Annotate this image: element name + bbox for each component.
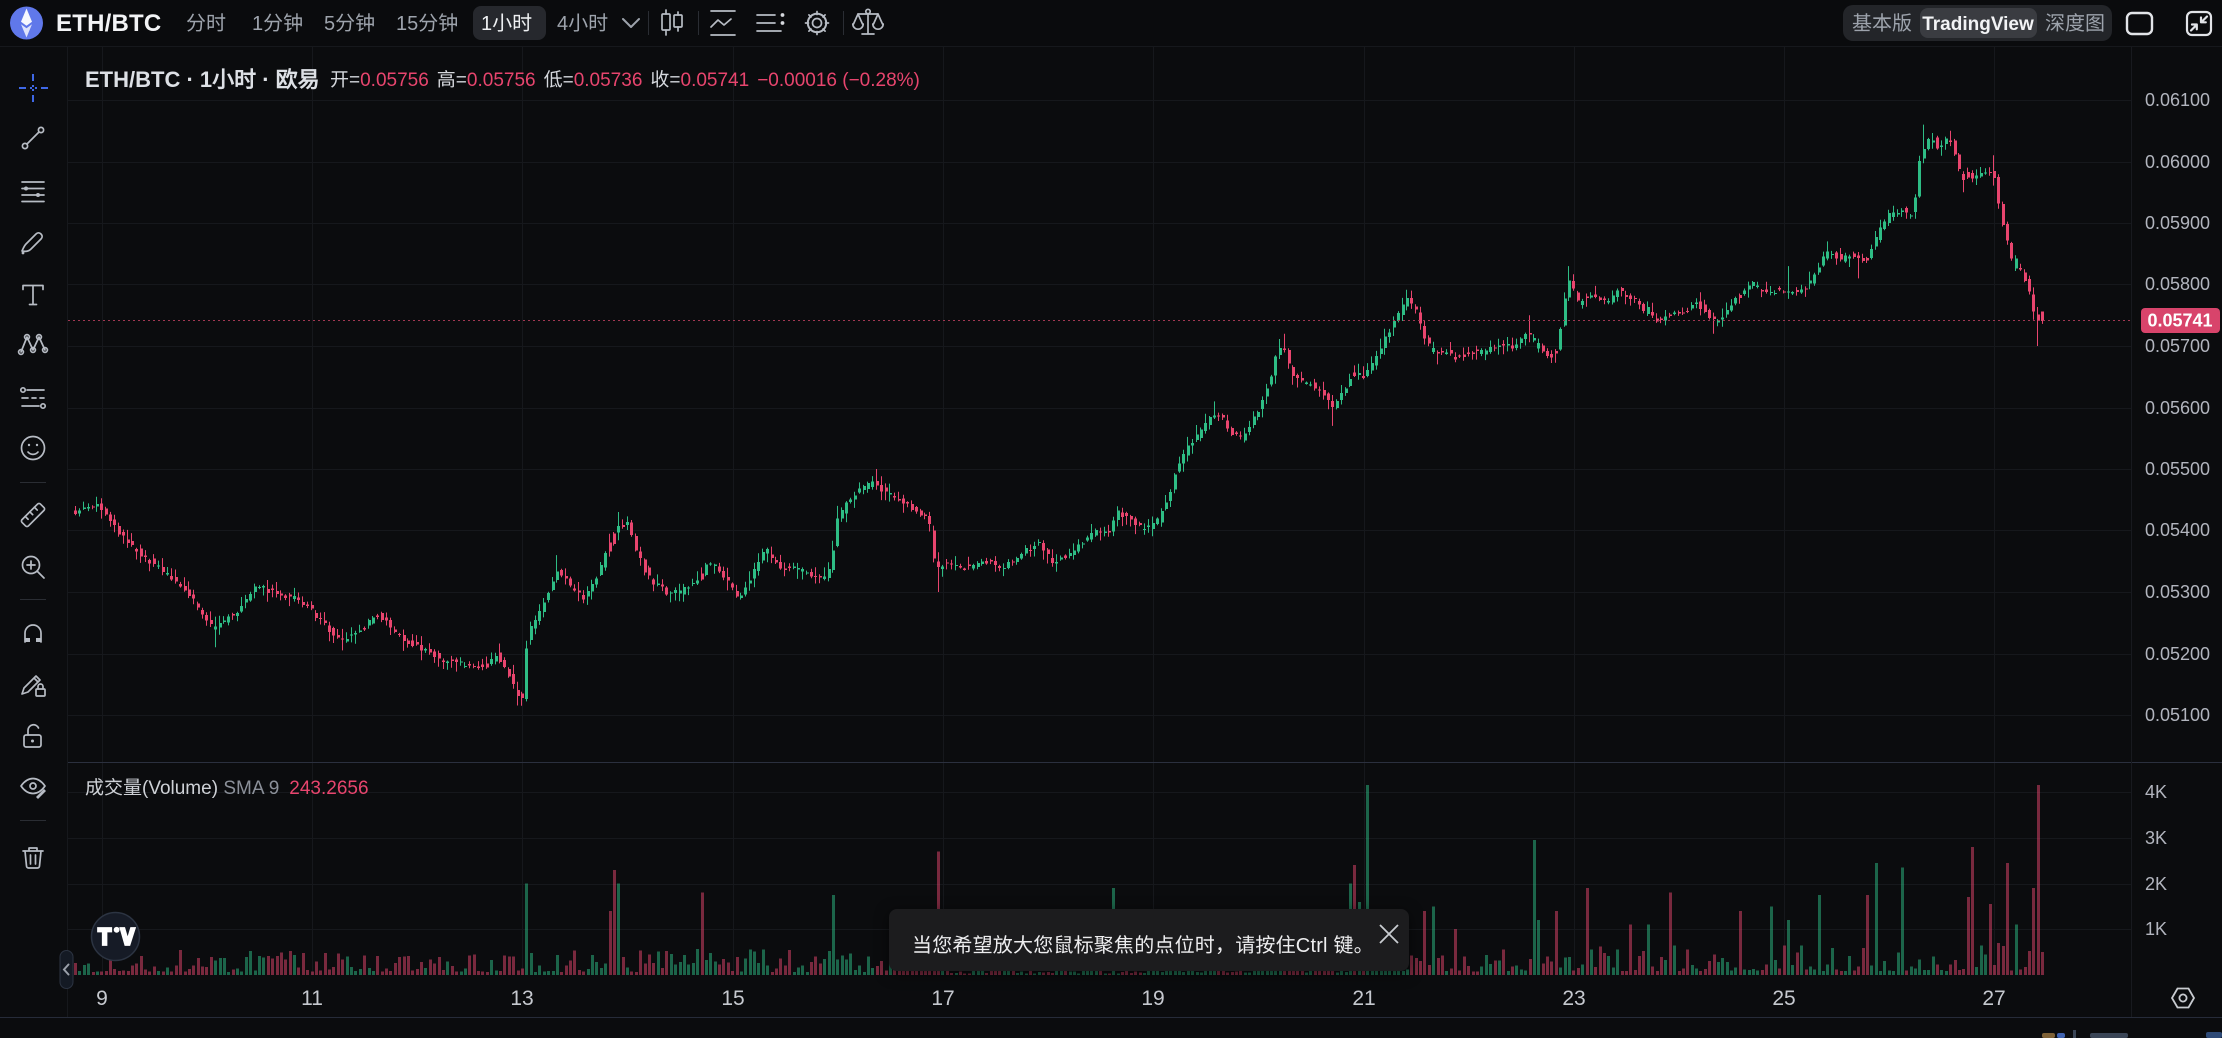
svg-text:1K: 1K [2145, 919, 2167, 939]
svg-text:0.05700: 0.05700 [2145, 336, 2210, 356]
svg-text:19: 19 [1141, 987, 1164, 1010]
svg-text:3K: 3K [2145, 828, 2167, 848]
svg-text:0.05200: 0.05200 [2145, 644, 2210, 664]
svg-text:23: 23 [1562, 987, 1585, 1010]
svg-text:4小时: 4小时 [557, 13, 608, 35]
svg-text:9: 9 [96, 987, 108, 1010]
svg-text:0.05741: 0.05741 [2147, 311, 2212, 331]
svg-text:17: 17 [931, 987, 954, 1010]
svg-text:13: 13 [510, 987, 533, 1010]
svg-text:21: 21 [1352, 987, 1375, 1010]
svg-text:0.05400: 0.05400 [2145, 520, 2210, 540]
svg-text:基本版: 基本版 [1852, 13, 1912, 35]
svg-text:0.05100: 0.05100 [2145, 705, 2210, 725]
svg-text:25: 25 [1772, 987, 1795, 1010]
svg-text:0.05900: 0.05900 [2145, 213, 2210, 233]
svg-text:15: 15 [721, 987, 744, 1010]
svg-text:ETH/BTC: ETH/BTC [56, 10, 161, 37]
svg-text:分时: 分时 [186, 13, 226, 35]
svg-text:深度图: 深度图 [2045, 13, 2105, 35]
svg-text:0.05600: 0.05600 [2145, 398, 2210, 418]
svg-text:4K: 4K [2145, 782, 2167, 802]
svg-text:0.05300: 0.05300 [2145, 582, 2210, 602]
svg-text:5分钟: 5分钟 [324, 13, 375, 35]
svg-text:1分钟: 1分钟 [252, 13, 303, 35]
svg-text:TradingView: TradingView [1922, 14, 2034, 35]
svg-text:0.06000: 0.06000 [2145, 152, 2210, 172]
svg-text:0.05800: 0.05800 [2145, 274, 2210, 294]
svg-text:1小时: 1小时 [481, 13, 532, 35]
svg-text:0.05500: 0.05500 [2145, 459, 2210, 479]
svg-text:11: 11 [301, 987, 323, 1010]
svg-text:27: 27 [1982, 987, 2005, 1010]
svg-text:0.06100: 0.06100 [2145, 90, 2210, 110]
svg-text:2K: 2K [2145, 874, 2167, 894]
svg-text:15分钟: 15分钟 [396, 13, 458, 35]
svg-text:ETH/BTC · 1小时 · 欧易: ETH/BTC · 1小时 · 欧易 [85, 67, 320, 92]
